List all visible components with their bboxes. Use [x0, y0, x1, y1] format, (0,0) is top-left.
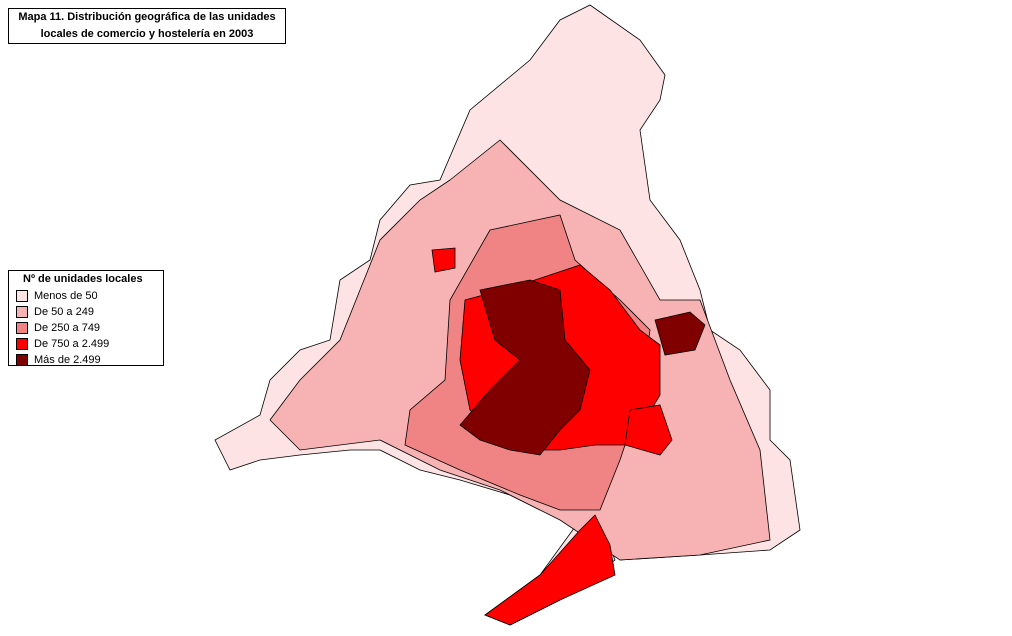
legend-label: De 750 a 2.499 [34, 338, 110, 350]
legend-item: De 50 a 249 [9, 304, 163, 320]
legend-label: De 250 a 749 [34, 322, 101, 334]
legend-label: Más de 2.499 [34, 354, 101, 366]
title-line: Mapa 11. Distribución geográfica de las … [18, 11, 276, 23]
legend-item: De 750 a 2.499 [9, 336, 163, 352]
zone-top-east [654, 311, 706, 356]
zone-top [459, 279, 591, 456]
title-line: locales de comercio y hostelería en 2003 [40, 28, 254, 40]
zone-south-strip [484, 514, 616, 626]
zone-southeast [624, 404, 673, 456]
legend-title: Nº de unidades locales [23, 273, 143, 285]
legend-swatch [16, 338, 28, 350]
legend-swatch [16, 322, 28, 334]
legend-swatch [16, 354, 28, 366]
legend-label: De 50 a 249 [34, 306, 94, 318]
legend-label: Menos de 50 [34, 290, 98, 302]
title-box: Mapa 11. Distribución geográfica de las … [8, 8, 286, 44]
legend-item: Menos de 50 [9, 288, 163, 304]
legend-item: Más de 2.499 [9, 352, 163, 368]
legend-items: Menos de 50 De 50 a 249 De 250 a 749 De 750… [9, 288, 163, 368]
legend: Nº de unidades locales Menos de 50 De 50 … [8, 270, 164, 366]
zone-northwest [431, 247, 456, 273]
legend-item: De 250 a 749 [9, 320, 163, 336]
legend-swatch [16, 306, 28, 318]
legend-swatch [16, 290, 28, 302]
